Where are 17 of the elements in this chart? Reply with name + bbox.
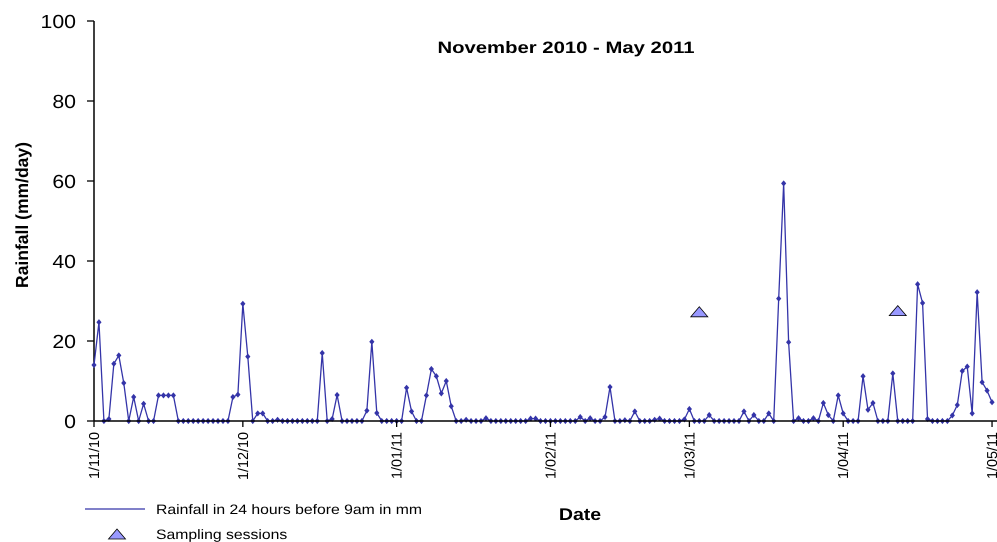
y-tick-label: 0 bbox=[64, 412, 76, 433]
x-tick-label: 1/12/10 bbox=[236, 432, 252, 480]
y-tick-label: 80 bbox=[52, 92, 76, 113]
y-tick-label: 100 bbox=[40, 12, 76, 33]
x-tick-label: 1/11/10 bbox=[87, 432, 103, 479]
y-axis-title: Rainfall (mm/day) bbox=[12, 142, 32, 288]
text: November 2010 - May 2011 bbox=[437, 38, 695, 57]
y-tick-label: 40 bbox=[52, 252, 76, 273]
legend-label: Rainfall in 24 hours before 9am in mm bbox=[156, 502, 422, 518]
y-tick-label: 20 bbox=[52, 332, 76, 353]
x-tick-label: 1/04/11 bbox=[836, 432, 852, 479]
x-tick-label: 1/02/11 bbox=[543, 432, 560, 479]
x-axis-title: Date bbox=[558, 504, 602, 524]
x-tick-label: 1/01/11 bbox=[390, 432, 406, 479]
x-tick-label: 1/05/11 bbox=[985, 432, 997, 479]
y-tick-label: 60 bbox=[52, 172, 76, 193]
x-tick-label: 1/03/11 bbox=[682, 432, 698, 479]
